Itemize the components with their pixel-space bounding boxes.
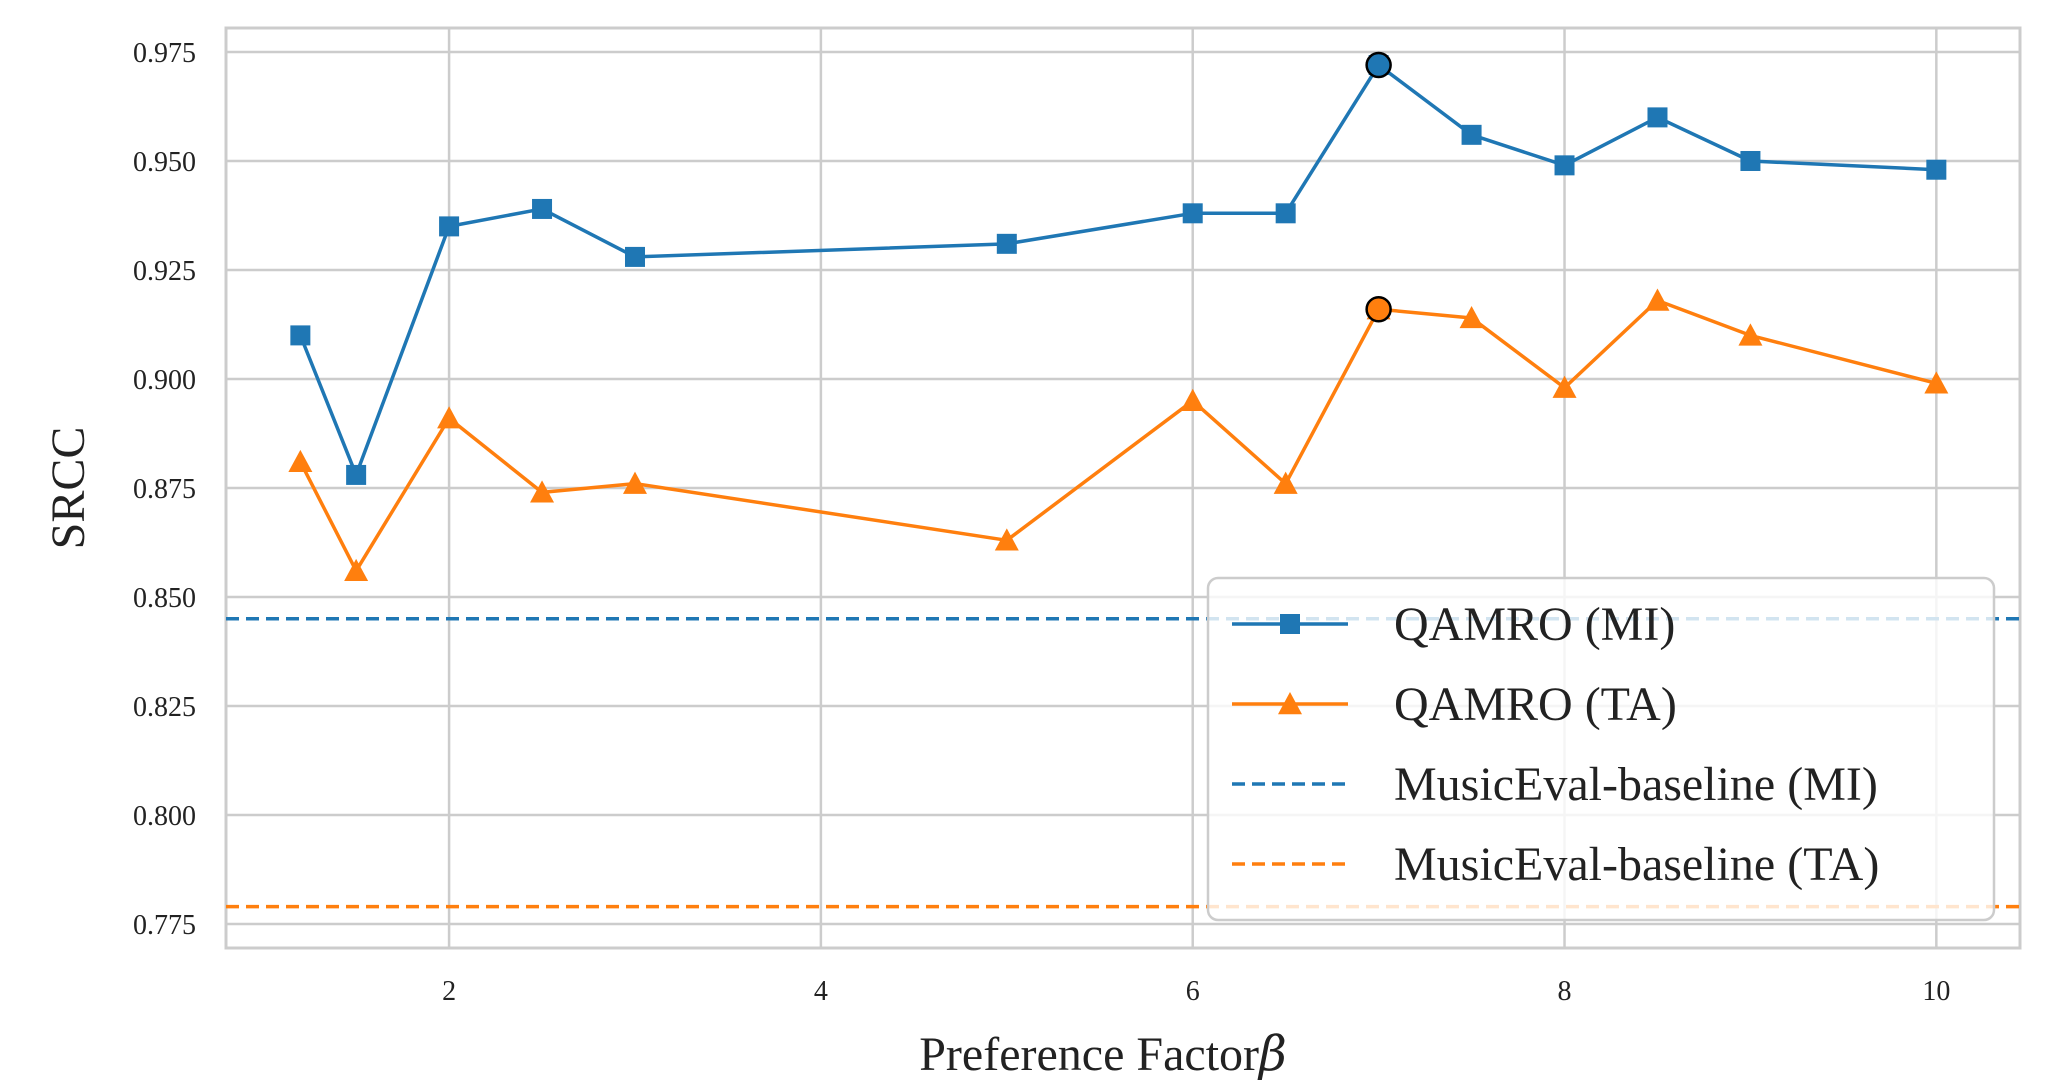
qamro-ta-point [622, 471, 647, 494]
y-axis-ticks: 0.775 0.800 0.825 0.850 0.875 0.900 0.925 0.950… [133, 38, 196, 941]
y-tick-label: 0.825 [133, 692, 196, 723]
qamro-ta-point [1459, 305, 1484, 329]
qamro-ta-point [437, 406, 462, 429]
y-tick-label: 0.850 [133, 583, 196, 614]
x-tick-label: 6 [1186, 976, 1200, 1007]
legend-items: QAMRO (MI) QAMRO (TA) MusicEval-baseline (… [1232, 598, 1879, 891]
x-tick-label: 10 [1922, 976, 1950, 1007]
qamro-mi-point [1461, 124, 1482, 145]
qamro-mi-point [996, 233, 1017, 254]
qamro-mi-line [298, 63, 1937, 477]
qamro-ta-point [994, 528, 1019, 551]
legend-musiceval-baseline-mi-label: MusicEval-baseline (MI) [1394, 758, 1878, 811]
series-lines [298, 63, 1937, 573]
x-axis-title-symbol: β [1257, 1026, 1287, 1082]
qamro-ta-point [530, 480, 555, 503]
qamro-mi-point [439, 216, 460, 237]
legend-qamro-mi-marker [1280, 614, 1300, 634]
qamro-mi-point [1647, 107, 1668, 128]
series-markers [288, 55, 1949, 582]
y-tick-label: 0.975 [133, 38, 196, 69]
qamro-mi-point [532, 198, 553, 219]
x-axis-ticks: 2 4 6 8 10 [442, 976, 1950, 1007]
qamro-mi-point [1740, 150, 1761, 171]
x-tick-label: 8 [1558, 976, 1572, 1007]
qamro-ta-point [1273, 471, 1298, 494]
qamro-ta-line [298, 298, 1937, 573]
highlight-markers [1365, 51, 1392, 323]
y-tick-label: 0.900 [133, 365, 196, 396]
qamro-ta-point [288, 449, 313, 473]
qamro-ta-point [1924, 371, 1949, 394]
x-tick-label: 2 [442, 976, 456, 1007]
y-tick-label: 0.875 [133, 474, 196, 505]
qamro-ta-point [1552, 375, 1577, 398]
legend: QAMRO (MI) QAMRO (TA) MusicEval-baseline (… [1206, 576, 1996, 922]
qamro-mi-point [1275, 203, 1296, 224]
qamro-ta-point [1180, 388, 1205, 411]
y-tick-label: 0.925 [133, 256, 196, 287]
y-axis-title: SRCC [42, 427, 95, 550]
grid [226, 28, 2020, 948]
x-axis-title: Preference Factorβ [919, 1026, 1287, 1082]
legend-qamro-mi-label: QAMRO (MI) [1394, 598, 1675, 651]
qamro-mi-point [624, 246, 645, 267]
plot-frame [224, 26, 2022, 950]
legend-qamro-ta-marker [1278, 692, 1302, 715]
y-tick-label: 0.800 [133, 801, 196, 832]
qamro-mi-point [1926, 159, 1947, 180]
y-tick-label: 0.775 [133, 910, 196, 941]
qamro-mi-point [346, 464, 367, 485]
qamro-ta-point [1645, 288, 1670, 311]
qamro-ta-point [344, 558, 369, 582]
qamro-ta-best-point [1365, 295, 1392, 323]
qamro-ta-point [1738, 323, 1763, 346]
qamro-mi-point [1554, 155, 1575, 176]
legend-box [1206, 576, 1996, 922]
qamro-mi-best-point [1365, 51, 1392, 79]
x-tick-label: 4 [814, 976, 828, 1007]
y-tick-label: 0.950 [133, 147, 196, 178]
qamro-mi-point [290, 325, 311, 346]
qamro-mi-point [1182, 203, 1203, 224]
legend-qamro-ta-label: QAMRO (TA) [1394, 678, 1677, 731]
x-axis-title-text: Preference Factor [919, 1028, 1259, 1081]
legend-musiceval-baseline-ta-label: MusicEval-baseline (TA) [1394, 838, 1879, 891]
